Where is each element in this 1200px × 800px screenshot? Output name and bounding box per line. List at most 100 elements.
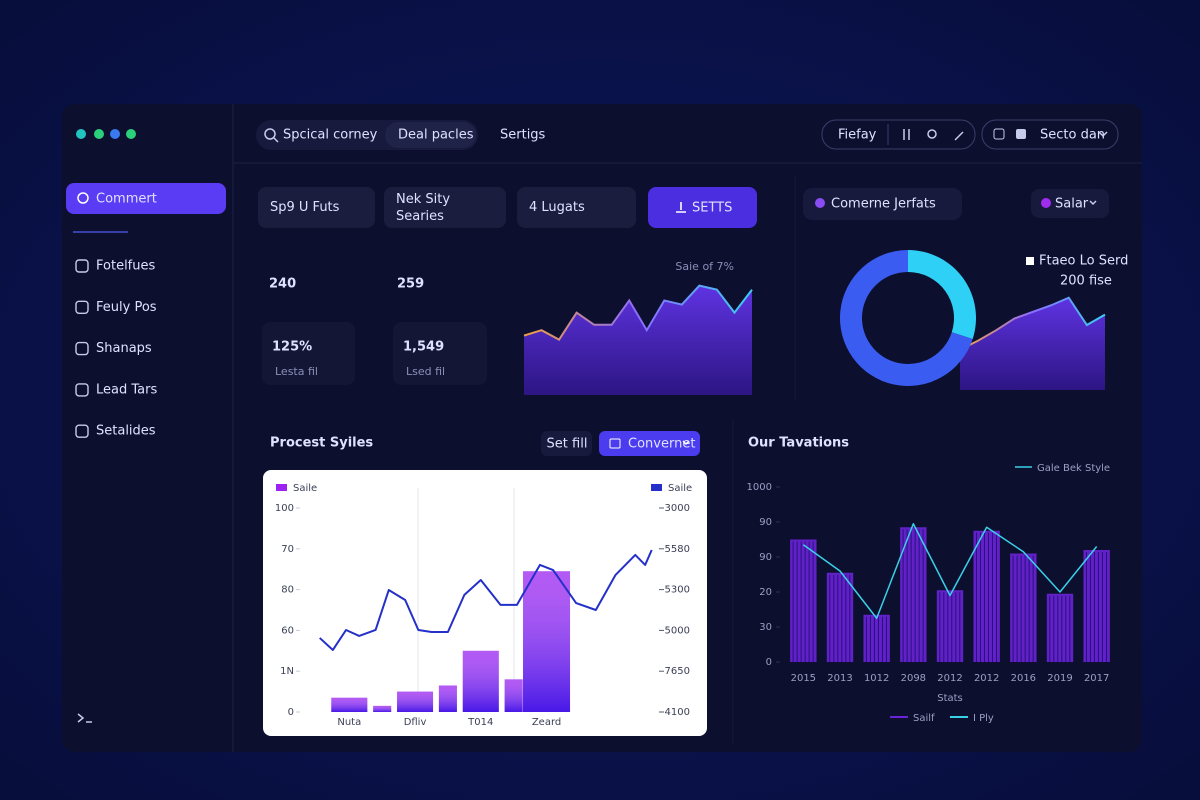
- nav-icon: [75, 300, 89, 314]
- window-dot: [94, 129, 104, 139]
- y-tick-label: 30: [759, 622, 772, 633]
- bar-shade: [438, 685, 457, 712]
- bar-shade: [331, 697, 368, 712]
- icon[interactable]: [927, 129, 937, 139]
- nav-list: Fotelfues Feuly Pos Shanaps Lead Tars Setali…: [75, 259, 157, 439]
- chart-panel: [263, 470, 707, 736]
- bar: [790, 539, 817, 662]
- stat-value: 259: [397, 277, 424, 292]
- button-icon: [676, 202, 686, 213]
- x-axis-label: Stats: [937, 693, 963, 704]
- x-tick-label: 2016: [1011, 673, 1036, 684]
- y-tick-label: 70: [281, 544, 294, 555]
- chevron: [1098, 131, 1108, 138]
- tab[interactable]: Deal pacles: [398, 128, 474, 143]
- area-shade: [960, 297, 1105, 390]
- x-tick-label: 2013: [827, 673, 852, 684]
- chip-label: Sp9 U Futs: [270, 200, 340, 215]
- legend-text: Saile: [668, 483, 692, 494]
- chevron: [682, 440, 690, 446]
- tab[interactable]: Sertigs: [500, 128, 546, 143]
- chip[interactable]: [803, 188, 962, 220]
- legend-text: I Ply: [973, 713, 994, 724]
- bar-shade: [504, 679, 523, 712]
- nav-icon: [75, 259, 89, 273]
- nav-item[interactable]: Feuly Pos: [96, 300, 157, 315]
- dropdown-text[interactable]: Salar: [1055, 197, 1089, 212]
- chip-label: Nek Sity Searies: [396, 191, 451, 224]
- stat-value: 240: [269, 277, 296, 292]
- bar: [1010, 553, 1037, 662]
- collapse-icon[interactable]: [77, 713, 92, 723]
- chip-label: 4 Lugats: [529, 200, 585, 215]
- stat-box: [393, 322, 487, 385]
- chip-text[interactable]: Nek Sity Searies: [396, 191, 451, 224]
- window-dot: [76, 129, 86, 139]
- x-tick-label: 2098: [901, 673, 926, 684]
- nav-item[interactable]: Lead Tars: [96, 382, 157, 397]
- bar-shade: [462, 650, 499, 712]
- x-tick-label: Dfliv: [404, 717, 427, 728]
- window-dot: [110, 129, 120, 139]
- chip[interactable]: [517, 187, 636, 228]
- y-tick-label: 90: [759, 517, 772, 528]
- filter-box[interactable]: [821, 119, 976, 150]
- stat-value: 125%: [272, 340, 312, 355]
- bar-shade: [523, 571, 571, 712]
- icon: [609, 438, 621, 449]
- stat-box: [262, 322, 355, 385]
- filter-text[interactable]: Fiefay: [838, 128, 877, 143]
- x-tick-label: 2017: [1084, 673, 1109, 684]
- x-tick-label: 2012: [937, 673, 962, 684]
- bar: [900, 527, 927, 662]
- button-text[interactable]: SETTS: [692, 201, 732, 216]
- nav-icon: [75, 341, 89, 356]
- bar: [826, 572, 854, 662]
- y2-tick-label: 5300: [665, 585, 690, 596]
- bar: [936, 590, 964, 662]
- chip-dot: [815, 198, 825, 208]
- y-tick-label: 80: [281, 585, 294, 596]
- account-box[interactable]: [981, 119, 1119, 150]
- nav-item[interactable]: Setalides: [96, 424, 156, 439]
- chip-text[interactable]: 4 Lugats: [529, 200, 585, 215]
- icon[interactable]: [954, 131, 964, 141]
- chip-text[interactable]: Sp9 U Futs: [270, 200, 340, 215]
- dropdown[interactable]: [1031, 189, 1109, 218]
- action-button[interactable]: [648, 187, 757, 228]
- legend-swatch: [651, 484, 662, 491]
- legend-swatch: [1026, 257, 1034, 265]
- stat-label: Lsed fil: [406, 365, 445, 378]
- search-text: Spcical corney: [283, 128, 378, 143]
- bar: [1046, 593, 1074, 662]
- account-text[interactable]: Secto dan: [1040, 128, 1105, 143]
- nav-active[interactable]: [66, 183, 226, 214]
- chip[interactable]: [258, 187, 375, 228]
- button[interactable]: [541, 431, 592, 456]
- chip-text[interactable]: Comerne Jerfats: [831, 197, 936, 212]
- x-tick-label: Nuta: [337, 717, 361, 728]
- nav-item[interactable]: Fotelfues: [96, 259, 155, 274]
- search-icon: [273, 137, 279, 143]
- icon[interactable]: [903, 129, 910, 140]
- nav-item[interactable]: Shanaps: [96, 341, 152, 356]
- legend-swatch: [276, 484, 287, 491]
- y-tick-label: 100: [275, 503, 294, 514]
- chip[interactable]: [384, 187, 506, 228]
- tab-pill[interactable]: [385, 122, 476, 148]
- x-tick-label: T014: [467, 717, 493, 728]
- chevron: [1089, 200, 1097, 206]
- x-tick-label: 1012: [864, 673, 889, 684]
- bar: [973, 530, 1000, 662]
- x-tick-label: 2019: [1047, 673, 1072, 684]
- area-shade: [524, 285, 752, 395]
- line: [802, 523, 1098, 619]
- dropdown-dot: [1041, 198, 1051, 208]
- dropdown[interactable]: [599, 431, 700, 456]
- area-line: [959, 296, 1106, 351]
- nav-item[interactable]: Commert: [96, 192, 157, 207]
- y2-tick-label: 5580: [665, 544, 690, 555]
- button-text[interactable]: Set fill: [547, 437, 588, 452]
- dropdown-text[interactable]: Convernet: [628, 437, 695, 452]
